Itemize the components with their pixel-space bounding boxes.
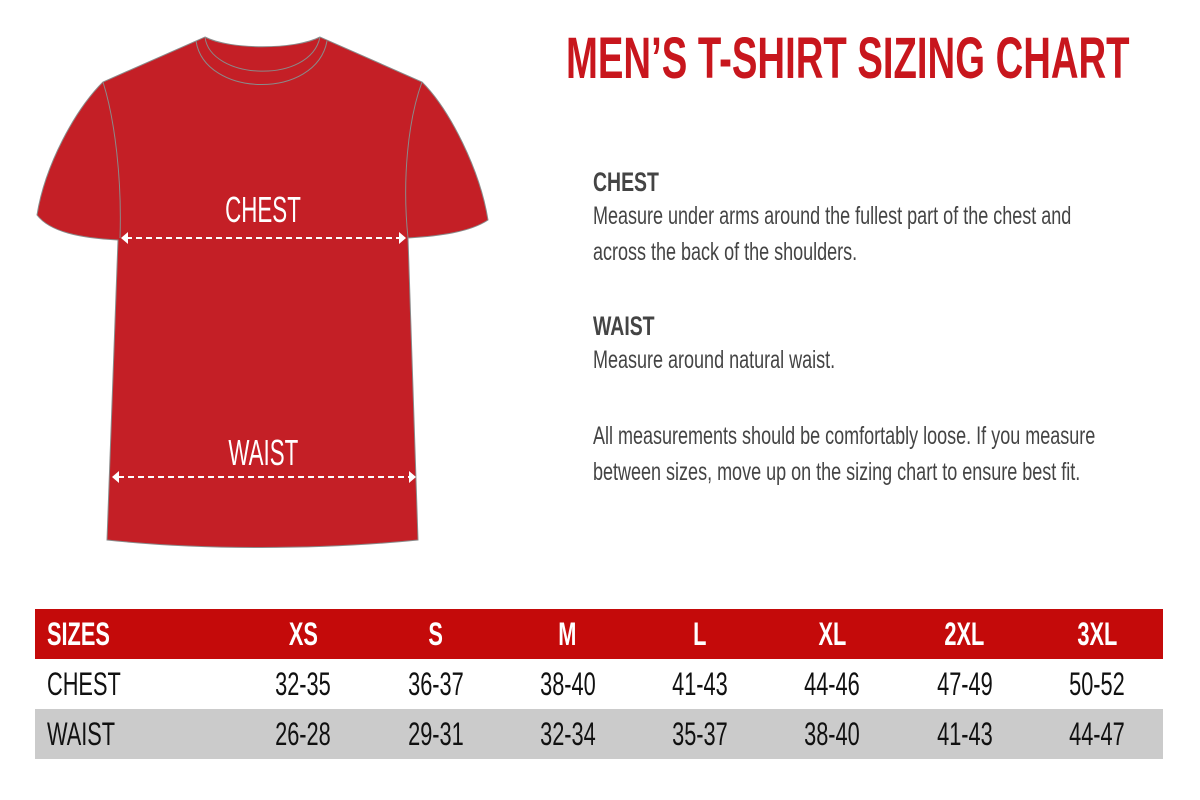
waist-text: Measure around natural waist. (593, 346, 836, 374)
page-title: MEN’S T-SHIRT SIZING CHART (566, 28, 1200, 90)
page-title-text: MEN’S T-SHIRT SIZING CHART (566, 26, 1130, 91)
waist-heading: WAIST (593, 311, 655, 341)
table-cell: 32-35 (275, 665, 331, 702)
table-cell: 44-46 (804, 665, 861, 702)
waist-instructions: WAIST Measure around natural waist. (593, 310, 1200, 378)
table-row-waist: WAIST 26-28 29-31 32-34 35-37 38-40 41-4… (35, 709, 1163, 759)
chest-instructions: CHEST Measure under arms around the full… (593, 166, 1200, 270)
header-size: XL (766, 609, 899, 659)
header-sizes: SIZES (35, 609, 237, 659)
header-size: L (633, 609, 767, 659)
table-cell: 36-37 (407, 665, 464, 702)
table-cell: 47-49 (936, 665, 993, 702)
waist-label: WAIST (228, 432, 298, 473)
header-size: XS (237, 609, 370, 659)
table-cell: 32-34 (501, 709, 634, 759)
table-header-row: SIZES XS S M L XL 2XL 3XL (35, 609, 1163, 659)
size-table: SIZES XS S M L XL 2XL 3XL CHEST 32-35 36… (35, 609, 1163, 759)
row-label: CHEST (47, 665, 121, 702)
table-cell: 38-40 (766, 709, 899, 759)
header-size: M (501, 609, 634, 659)
chest-text: Measure under arms around the fullest pa… (593, 202, 1072, 266)
header-size: S (369, 609, 502, 659)
table-cell: 35-37 (633, 709, 767, 759)
table-cell: 50-52 (1069, 665, 1125, 702)
chest-heading: CHEST (593, 167, 659, 197)
fit-note: All measurements should be comfortably l… (593, 418, 1200, 490)
table-cell: 29-31 (369, 709, 502, 759)
table-cell: 41-43 (672, 665, 728, 702)
table-cell: 41-43 (898, 709, 1031, 759)
chest-label: CHEST (225, 189, 301, 230)
row-label: WAIST (35, 709, 237, 759)
table-cell: 44-47 (1030, 709, 1163, 759)
waist-measure-arrow (112, 471, 416, 483)
table-row-chest: CHEST 32-35 36-37 38-40 41-43 44-46 47-4… (35, 659, 1163, 709)
fit-note-text: All measurements should be comfortably l… (593, 422, 1096, 486)
table-cell: 38-40 (539, 665, 596, 702)
header-size: 2XL (898, 609, 1031, 659)
header-size: 3XL (1030, 609, 1163, 659)
tshirt-illustration (36, 36, 489, 548)
table-cell: 26-28 (237, 709, 370, 759)
chest-measure-arrow (121, 232, 406, 244)
